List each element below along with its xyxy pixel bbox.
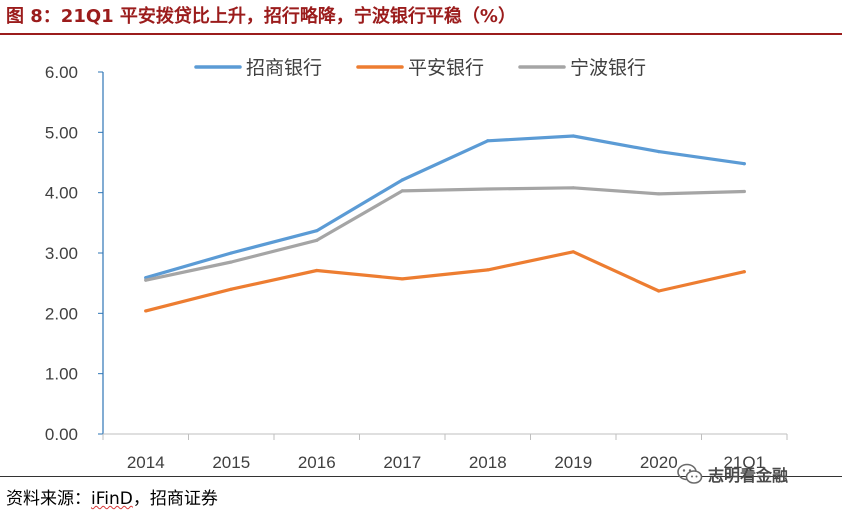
x-tick-label: 2018 [469,453,507,472]
watermark-text: 志明看金融 [708,466,789,485]
data-point [315,238,319,242]
legend: 招商银行 平安银行 宁波银行 [194,57,646,79]
legend-label-3: 宁波银行 [570,57,646,79]
source-suffix: ，招商证券 [132,489,218,509]
data-point [571,250,575,254]
data-point [571,134,575,138]
axes: 0.00 1.00 2.00 3.00 4.00 5.00 6.00 2014 2015 2016… [45,63,788,472]
source-prefix: 资料来源： [6,489,91,509]
data-point [486,187,490,191]
data-point [571,186,575,190]
x-tick-label: 2019 [554,453,592,472]
y-tick-label: 6.00 [45,63,78,82]
data-point [657,192,661,196]
data-point [486,268,490,272]
title-divider [0,33,842,35]
source-ifind: iFinD [91,489,133,509]
x-tick-label: 21Q1 [723,453,765,472]
data-point [742,270,746,274]
wechat-icon [677,463,703,484]
watermark: 志明看金融 [676,458,788,490]
data-point [742,189,746,194]
x-tick-label: 2016 [298,453,336,472]
data-point [657,289,661,293]
footer-divider [0,476,842,477]
y-tick-label: 2.00 [45,304,78,323]
legend-label-2: 平安银行 [408,57,484,79]
data-point [657,150,661,154]
y-tick-label: 3.00 [45,244,78,263]
y-tick-label: 1.00 [45,365,78,384]
y-tick-label: 4.00 [45,184,78,203]
data-point [229,260,233,264]
data-point [144,309,148,313]
series-line-2 [144,250,746,313]
source-note: 资料来源：iFinD，招商证券 [6,484,218,509]
legend-label-1: 招商银行 [246,57,322,79]
page-title: 图 8：21Q1 平安拨贷比上升，招行略降，宁波银行平稳（%） [6,6,516,27]
y-tick-label: 0.00 [45,425,78,444]
data-point [400,189,404,193]
series-line-1 [144,134,746,280]
series-layer [144,134,746,313]
x-tick-label: 2017 [383,453,421,472]
x-tick-label: 2020 [640,453,678,472]
x-tick-label: 2014 [127,453,165,472]
data-point [229,251,233,255]
y-tick-label: 5.00 [45,123,78,142]
data-point [486,139,490,143]
data-point [315,268,319,273]
data-point [144,278,148,282]
data-point [229,287,233,291]
line-chart: 0.00 1.00 2.00 3.00 4.00 5.00 6.00 2014 2015 2016… [45,57,788,472]
x-tick-label: 2015 [212,453,250,472]
series-line-3 [144,186,746,282]
data-point [400,178,404,182]
data-point [400,277,404,281]
data-point [742,162,746,166]
data-point [315,229,319,233]
